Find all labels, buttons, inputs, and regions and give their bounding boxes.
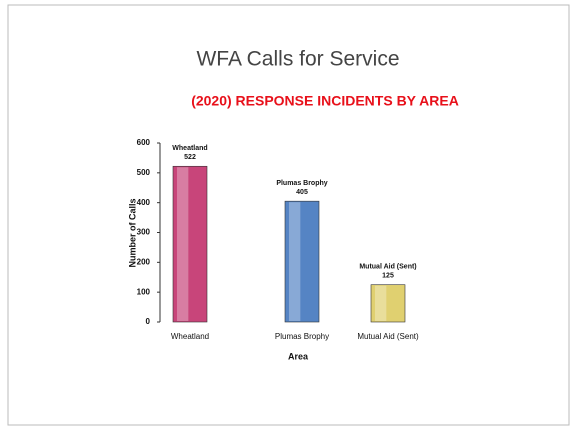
data-label-name: Mutual Aid (Sent)	[359, 264, 416, 271]
y-tick-label: 200	[137, 257, 151, 266]
bar	[172, 165, 208, 323]
y-tick-label: 100	[137, 287, 151, 296]
x-tick-label: Wheatland	[171, 332, 209, 341]
data-label-name: Plumas Brophy	[276, 180, 327, 187]
y-tick-label: 400	[137, 198, 151, 207]
chart-title: WFA Calls for Service	[196, 48, 399, 71]
data-label: 125	[382, 273, 394, 280]
x-axis-label: Area	[288, 351, 309, 361]
bar	[370, 284, 406, 323]
data-label: 405	[296, 189, 308, 196]
bar	[284, 200, 320, 323]
x-tick-label: Plumas Brophy	[275, 332, 329, 341]
x-tick-label: Mutual Aid (Sent)	[357, 332, 419, 341]
data-label: 522	[184, 154, 196, 161]
y-tick-label: 0	[146, 317, 151, 326]
bar-highlight	[289, 202, 301, 321]
chart-subtitle: (2020) RESPONSE INCIDENTS BY AREA	[191, 93, 459, 109]
y-tick-label: 500	[137, 168, 151, 177]
y-tick-label: 600	[137, 138, 151, 147]
y-tick-label: 300	[137, 228, 151, 237]
bar-highlight	[375, 285, 387, 321]
bar-highlight	[177, 167, 189, 321]
y-axis-label: Number of Calls	[127, 198, 137, 267]
data-label-name: Wheatland	[172, 145, 207, 152]
